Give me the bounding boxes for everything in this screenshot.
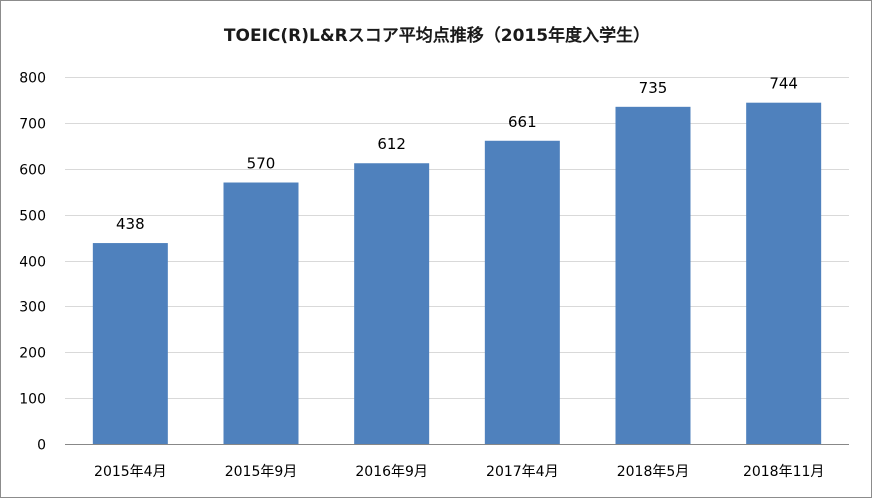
y-tick-label: 500 xyxy=(19,209,46,225)
x-tick-label: 2018年5月 xyxy=(617,464,690,480)
data-label: 661 xyxy=(508,113,537,131)
x-tick-label: 2017年4月 xyxy=(486,464,559,480)
bar xyxy=(615,106,691,444)
bar xyxy=(746,102,822,444)
y-tick-label: 100 xyxy=(19,392,46,408)
y-tick-label: 200 xyxy=(19,346,46,362)
data-label: 735 xyxy=(639,79,668,97)
data-label: 570 xyxy=(247,155,276,173)
data-label: 438 xyxy=(116,215,145,233)
y-tick-label: 800 xyxy=(19,71,46,87)
chart-title: TOEIC(R)L&Rスコア平均点推移（2015年度入学生） xyxy=(223,26,651,46)
x-tick-label: 2015年9月 xyxy=(225,464,298,480)
bar xyxy=(484,140,560,445)
x-tick-label: 2015年4月 xyxy=(94,464,167,480)
data-label: 744 xyxy=(769,75,798,93)
bar xyxy=(354,163,430,444)
bar xyxy=(92,243,168,444)
y-tick-label: 0 xyxy=(37,438,46,454)
data-label: 612 xyxy=(377,135,406,153)
y-tick-label: 400 xyxy=(19,255,46,271)
y-tick-label: 600 xyxy=(19,163,46,179)
y-tick-label: 700 xyxy=(19,117,46,133)
x-tick-label: 2016年9月 xyxy=(355,464,428,480)
y-tick-label: 300 xyxy=(19,300,46,316)
bar xyxy=(223,182,299,444)
x-tick-label: 2018年11月 xyxy=(743,464,824,480)
